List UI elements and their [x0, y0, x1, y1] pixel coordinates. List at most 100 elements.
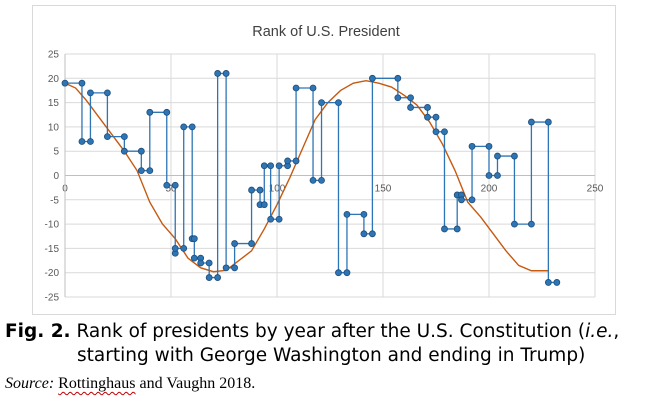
rank-point	[163, 108, 171, 116]
x-tick-label: 100	[269, 184, 286, 195]
rank-point	[292, 157, 300, 165]
rank-point	[432, 113, 440, 121]
rank-point	[494, 172, 501, 179]
rank-point	[120, 147, 128, 155]
rank-point	[424, 113, 431, 121]
rank-point	[394, 74, 402, 82]
rank-point	[267, 162, 275, 170]
rank-point	[197, 259, 205, 267]
caption-ie: i.e.	[585, 321, 614, 342]
rank-point	[292, 84, 300, 92]
rank-point	[120, 133, 128, 141]
rank-point	[511, 220, 518, 228]
rank-point	[87, 89, 94, 97]
caption-line1: Rank of presidents by year after the U.S…	[70, 321, 586, 342]
rank-point	[335, 269, 342, 277]
x-tick-label: 200	[481, 184, 498, 195]
rank-point	[494, 152, 501, 160]
rank-point	[171, 244, 179, 252]
y-tick-label: -15	[45, 244, 60, 255]
rank-point	[256, 186, 264, 194]
rank-point	[360, 230, 368, 238]
rank-point	[190, 254, 198, 262]
rank-point	[231, 264, 239, 272]
rank-point	[468, 142, 476, 150]
rank-point	[468, 196, 476, 204]
rank-point	[309, 84, 317, 92]
rank-point	[248, 186, 255, 194]
rank-point	[222, 264, 230, 272]
rank-point	[527, 220, 535, 228]
rank-point	[424, 104, 431, 111]
y-tick-label: 20	[48, 74, 60, 85]
rank-point	[248, 240, 255, 247]
x-tick-label: 50	[165, 184, 177, 195]
caption-line1-end: ,	[613, 321, 620, 342]
rank-point	[527, 118, 535, 126]
trend-line	[64, 80, 549, 273]
rank-point	[180, 244, 188, 252]
rank-point	[275, 215, 283, 223]
source-label: Source:	[5, 375, 55, 392]
rank-point	[104, 89, 111, 97]
chart-title: Rank of U.S. President	[252, 24, 400, 40]
source-author: Rottinghaus	[58, 375, 136, 392]
chart-frame: Rank of U.S. President 25 20 15 10 5 0 -5 -10 -1…	[32, 5, 616, 315]
rank-point	[231, 240, 239, 247]
rank-point	[171, 181, 179, 189]
rank-point	[284, 157, 292, 165]
rank-point	[458, 196, 465, 204]
rank-point	[318, 176, 325, 184]
rank-point	[441, 225, 448, 233]
rank-point	[214, 274, 222, 281]
source-rest: and Vaughn 2018.	[135, 375, 256, 392]
rank-point	[163, 181, 171, 189]
figure-caption: Fig. 2. Rank of presidents by year after…	[5, 320, 645, 368]
rank-point	[222, 70, 230, 77]
rank-point	[360, 210, 368, 218]
y-tick-label: 0	[53, 171, 59, 182]
y-tick-label: 25	[48, 50, 60, 61]
rank-point	[511, 152, 518, 160]
rank-markers	[61, 70, 561, 286]
rank-point	[309, 176, 317, 184]
rank-chart: Rank of U.S. President 2520151050-5-10-1…	[45, 24, 604, 304]
rank-point	[104, 133, 111, 141]
y-tick-label: -25	[45, 293, 60, 304]
rank-point	[180, 123, 188, 131]
rank-point	[318, 99, 325, 106]
figure-label: Fig. 2.	[5, 321, 71, 342]
rank-point	[190, 235, 198, 243]
rank-point	[205, 259, 213, 267]
rank-point	[137, 167, 145, 175]
trend-series	[64, 80, 549, 273]
rank-point	[146, 108, 154, 116]
rank-point	[485, 142, 493, 150]
rank-point	[453, 225, 461, 233]
x-tick-label: 250	[587, 184, 604, 195]
rank-point	[544, 279, 552, 286]
rank-point	[260, 201, 268, 209]
rank-point	[394, 94, 402, 102]
y-tick-label: -20	[45, 268, 60, 279]
rank-point	[441, 128, 448, 136]
y-tick-label: -5	[50, 195, 59, 206]
caption-line2: starting with George Washington and endi…	[77, 345, 586, 366]
rank-point	[407, 94, 414, 102]
y-tick-label: 10	[48, 122, 60, 133]
rank-point	[553, 279, 561, 286]
rank-point	[188, 123, 196, 131]
rank-point	[61, 79, 69, 87]
rank-point	[137, 147, 145, 155]
rank-point	[78, 138, 86, 145]
rank-point	[544, 118, 552, 126]
rank-point	[343, 210, 351, 218]
y-tick-label: 5	[53, 147, 59, 158]
rank-point	[78, 79, 86, 87]
x-tick-label: 150	[375, 184, 392, 195]
rank-point	[368, 74, 376, 82]
rank-point	[485, 172, 493, 179]
rank-point	[87, 138, 94, 145]
rank-point	[432, 128, 440, 136]
